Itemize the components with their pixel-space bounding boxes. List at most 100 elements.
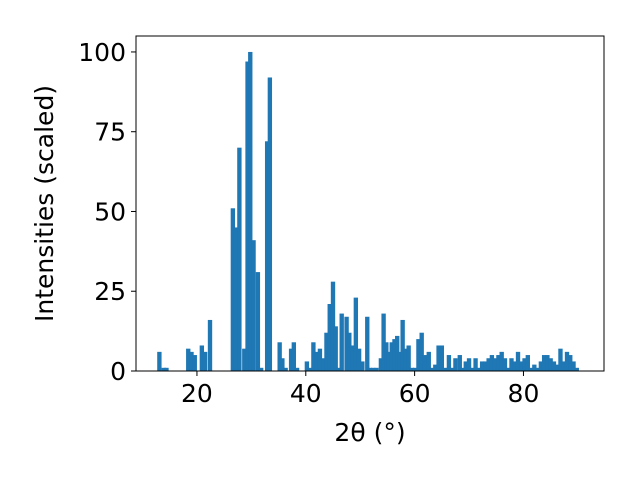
bar: [360, 361, 365, 371]
bar: [258, 367, 264, 371]
bar: [532, 364, 537, 371]
bar: [466, 358, 472, 371]
bar: [515, 351, 521, 371]
bar: [356, 348, 362, 371]
bar: [492, 358, 498, 371]
y-axis-label: Intensities (scaled): [30, 85, 59, 322]
bar: [353, 297, 359, 371]
bar: [374, 367, 379, 371]
bar: [409, 367, 415, 371]
bar: [506, 367, 511, 371]
bar: [237, 147, 242, 371]
bar: [280, 358, 285, 371]
bar: [519, 361, 524, 371]
x-axis: 20 40 60 80: [181, 371, 539, 408]
bar: [367, 367, 373, 371]
bar: [339, 313, 344, 371]
bar: [574, 367, 579, 371]
bar: [548, 358, 553, 371]
bar: [419, 332, 424, 371]
bar: [422, 355, 428, 371]
bar: [528, 367, 534, 371]
bar: [400, 319, 405, 371]
bar: [255, 272, 261, 371]
bar: [207, 319, 213, 371]
x-tick-label: 80: [508, 379, 540, 408]
bar: [535, 367, 540, 371]
bar: [538, 361, 544, 371]
bar: [242, 348, 247, 371]
bar: [463, 361, 468, 371]
bar: [412, 367, 418, 371]
bar: [558, 348, 563, 371]
bar: [291, 342, 296, 371]
bar: [416, 339, 421, 371]
bar: [192, 355, 197, 371]
bar: [365, 316, 370, 371]
bar: [324, 332, 329, 371]
bar: [164, 367, 169, 371]
bar: [186, 348, 191, 371]
bar: [283, 367, 288, 371]
bar: [509, 358, 514, 371]
bar: [470, 367, 475, 371]
bar: [245, 61, 250, 372]
x-tick-label: 20: [181, 379, 213, 408]
bar: [378, 358, 384, 371]
bar: [267, 77, 273, 371]
bar: [439, 345, 445, 371]
bar: [314, 351, 319, 371]
bar: [336, 367, 342, 371]
bar: [541, 355, 547, 371]
plot-frame: [135, 35, 605, 372]
y-tick-label: 100: [78, 38, 126, 67]
bar: [344, 316, 349, 371]
bar: [564, 351, 570, 371]
x-tick-label: 60: [399, 379, 431, 408]
bar: [426, 351, 431, 371]
bar: [545, 355, 550, 371]
y-axis: 0 25 50 75 100: [78, 38, 136, 386]
bar: [476, 367, 482, 371]
bar: [321, 358, 326, 371]
bar: [389, 342, 394, 371]
bar-series: [157, 51, 579, 372]
x-tick-label: 40: [290, 379, 322, 408]
bar: [442, 367, 448, 371]
bar: [202, 351, 208, 371]
bar: [479, 361, 485, 371]
bar: [251, 240, 256, 371]
y-tick-label: 50: [94, 197, 126, 226]
bar: [429, 367, 435, 371]
y-tick-label: 0: [110, 357, 126, 386]
bar: [489, 355, 495, 371]
bar: [499, 351, 504, 371]
bar: [347, 332, 352, 371]
bar: [350, 345, 355, 371]
bar: [304, 361, 310, 371]
bar: [473, 358, 478, 371]
bar: [561, 361, 566, 371]
bar: [233, 227, 239, 371]
bar: [571, 361, 576, 371]
bar: [381, 313, 386, 371]
bar: [551, 361, 557, 371]
bar: [486, 358, 491, 371]
bar: [433, 364, 438, 371]
bar: [327, 304, 332, 371]
bar: [333, 326, 338, 371]
bar: [397, 351, 403, 371]
x-axis-label: 2θ (°): [334, 418, 405, 447]
bar: [403, 348, 408, 371]
bar: [330, 281, 336, 371]
bar: [460, 367, 465, 371]
bar: [502, 358, 508, 371]
bar: [496, 355, 501, 371]
bar: [288, 348, 294, 371]
bar: [483, 361, 488, 371]
bar: [199, 345, 205, 371]
bar: [317, 348, 323, 371]
bar: [522, 358, 527, 371]
bar: [264, 141, 270, 371]
